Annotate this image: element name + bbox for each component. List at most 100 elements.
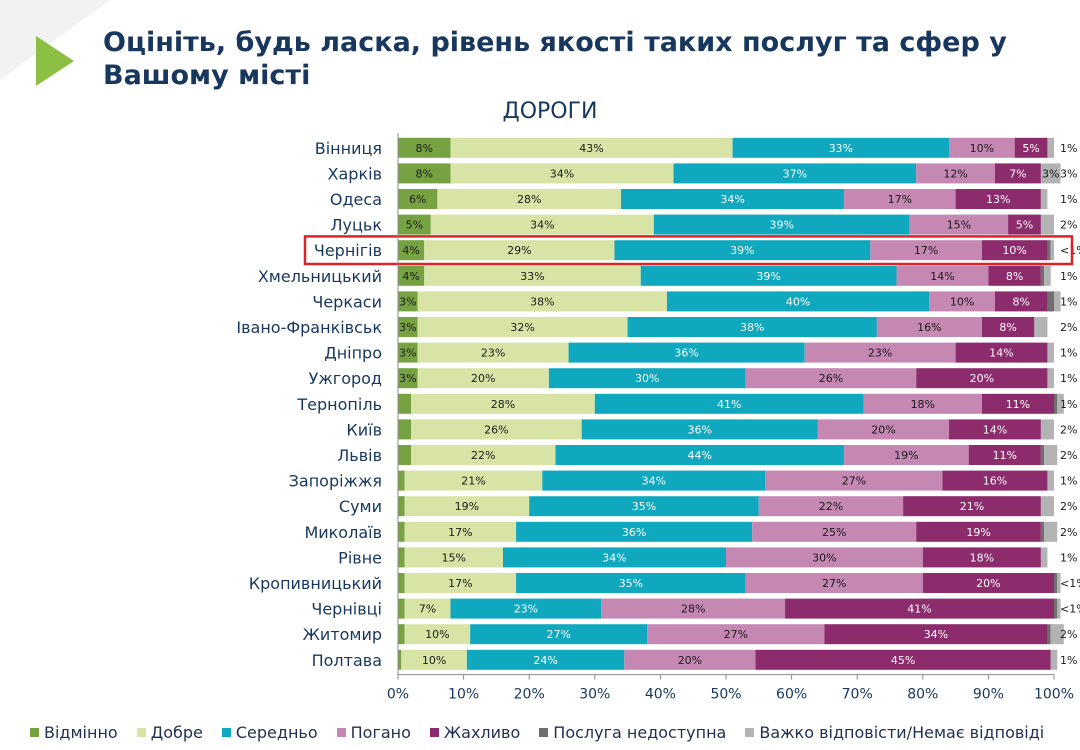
data-label: 39% bbox=[756, 270, 780, 283]
bar-segment bbox=[555, 445, 845, 465]
bar-segment bbox=[470, 624, 648, 645]
data-label: 29% bbox=[507, 244, 531, 257]
bar-segment bbox=[1040, 163, 1061, 184]
category-label: Івано-Франківськ bbox=[236, 318, 382, 337]
bar-segment bbox=[949, 137, 1015, 158]
data-label: 6% bbox=[409, 193, 426, 206]
bar-segment bbox=[1054, 393, 1058, 414]
data-label: 1% bbox=[1060, 142, 1077, 155]
data-label: 34% bbox=[642, 475, 666, 488]
data-label: 34% bbox=[602, 551, 626, 564]
data-label: 24% bbox=[533, 654, 557, 667]
legend-item: Послуга недоступна bbox=[539, 723, 726, 742]
data-label: 1% bbox=[1060, 295, 1077, 308]
data-label: 8% bbox=[1006, 270, 1023, 283]
legend-item: Погано bbox=[336, 723, 411, 742]
data-label: 20% bbox=[976, 577, 1000, 590]
bar-segment bbox=[916, 163, 995, 184]
category-label: Луцьк bbox=[331, 216, 383, 235]
data-label: 10% bbox=[422, 654, 446, 667]
x-tick-label: 80% bbox=[907, 687, 938, 703]
data-label: 19% bbox=[966, 526, 990, 539]
data-label: 7% bbox=[419, 603, 436, 616]
data-label: 38% bbox=[530, 295, 554, 308]
bar-segment bbox=[417, 368, 549, 389]
data-label: 14% bbox=[989, 347, 1013, 360]
data-label: 4% bbox=[402, 270, 419, 283]
data-label: 8% bbox=[999, 321, 1016, 334]
data-label: 26% bbox=[484, 423, 508, 436]
category-label: Ужгород bbox=[309, 369, 382, 388]
bar-segment bbox=[411, 393, 595, 414]
data-label: 1% bbox=[1060, 398, 1077, 411]
bar-segment bbox=[896, 265, 989, 286]
bar-segment bbox=[398, 368, 418, 389]
legend-label: Жахливо bbox=[443, 722, 521, 742]
data-label: 5% bbox=[406, 219, 423, 232]
category-label: Львів bbox=[337, 446, 382, 465]
bar-segment bbox=[398, 291, 418, 312]
x-tick-label: 100% bbox=[1034, 687, 1074, 703]
data-label: 43% bbox=[579, 142, 603, 155]
data-label: 3% bbox=[1060, 167, 1077, 180]
bar-segment bbox=[398, 419, 412, 440]
bar-segment bbox=[529, 496, 759, 517]
bar-segment bbox=[398, 342, 418, 363]
data-label: 40% bbox=[786, 295, 810, 308]
data-label: 23% bbox=[868, 347, 892, 360]
data-label: 30% bbox=[635, 372, 659, 385]
bar-segment bbox=[955, 342, 1048, 363]
bar-segment bbox=[621, 189, 845, 209]
bar-segment bbox=[863, 393, 982, 414]
bar-segment bbox=[1047, 291, 1054, 312]
x-tick-label: 90% bbox=[973, 687, 1004, 703]
bar-segment bbox=[594, 393, 864, 414]
bar-segment bbox=[424, 265, 641, 286]
data-label: 20% bbox=[970, 372, 994, 385]
category-label: Рівне bbox=[338, 548, 382, 567]
data-label: 2% bbox=[1060, 219, 1077, 232]
data-label: 33% bbox=[520, 270, 544, 283]
data-label: 28% bbox=[517, 193, 541, 206]
bar-segment bbox=[1008, 214, 1041, 235]
highlight-box bbox=[303, 235, 1074, 266]
category-label: Житомир bbox=[303, 625, 382, 644]
bar-segment bbox=[1040, 214, 1054, 235]
data-label: 18% bbox=[911, 398, 935, 411]
data-label: 19% bbox=[455, 500, 479, 513]
data-label: 5% bbox=[1016, 219, 1033, 232]
legend-label: Важко відповісти/Немає відповіді bbox=[759, 722, 1045, 742]
data-label: 1% bbox=[1060, 347, 1077, 360]
data-label: 14% bbox=[983, 423, 1007, 436]
bar-segment bbox=[398, 137, 451, 158]
bar-segment bbox=[785, 598, 1054, 619]
data-label: 1% bbox=[1060, 475, 1077, 488]
bar-segment bbox=[398, 547, 405, 568]
data-label: 17% bbox=[888, 193, 912, 206]
bar-segment bbox=[417, 317, 628, 337]
data-label: 30% bbox=[812, 551, 836, 564]
bar-segment bbox=[942, 470, 1048, 491]
x-tick-label: 10% bbox=[448, 687, 479, 703]
data-label: 23% bbox=[514, 603, 538, 616]
bar-segment bbox=[981, 240, 1048, 261]
category-label: Суми bbox=[339, 497, 382, 516]
data-label: 36% bbox=[674, 347, 698, 360]
data-label: 2% bbox=[1060, 526, 1077, 539]
bar-segment bbox=[437, 189, 622, 209]
bar-segment bbox=[398, 521, 405, 542]
bar-segment bbox=[745, 573, 923, 593]
data-label: 27% bbox=[724, 628, 748, 641]
data-label: 41% bbox=[907, 603, 931, 616]
bar-segment bbox=[988, 265, 1041, 286]
bar-segment bbox=[1050, 649, 1058, 670]
chart-legend: Відмінно Добре Середньо Погано Жахливо Послуг… bbox=[30, 720, 1063, 744]
bar-segment bbox=[516, 573, 746, 593]
data-label: 3% bbox=[399, 321, 416, 334]
bar-segment bbox=[673, 163, 917, 184]
data-label: 38% bbox=[740, 321, 764, 334]
data-label: 11% bbox=[1006, 398, 1030, 411]
bar-segment bbox=[1040, 547, 1048, 568]
bar-segment bbox=[624, 649, 756, 670]
bar-segment bbox=[398, 317, 418, 337]
